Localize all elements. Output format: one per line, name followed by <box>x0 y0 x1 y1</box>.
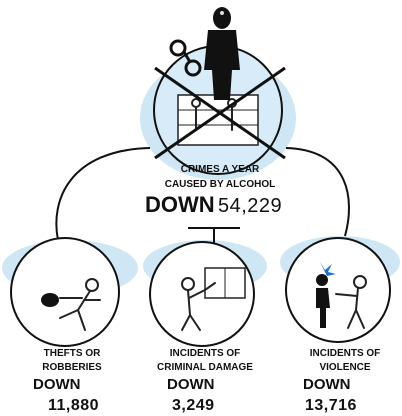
item-label: ROBBERIES <box>42 362 102 373</box>
item-label: THEFTS OR <box>44 348 101 359</box>
main-value: 54,229 <box>218 195 282 217</box>
item-label: INCIDENTS OF <box>310 348 381 359</box>
infographic: CRIMES A YEAR CAUSED BY ALCOHOL DOWN 54,… <box>0 0 402 416</box>
item-direction: DOWN <box>33 376 81 393</box>
main-label: CRIMES A YEAR <box>181 164 260 175</box>
main-icon <box>154 7 285 174</box>
violence-icon <box>286 238 390 342</box>
main-direction: DOWN <box>145 192 215 217</box>
damage-icon <box>150 242 254 346</box>
item-value: 11,880 <box>48 397 99 414</box>
theft-icon <box>11 238 119 346</box>
main-label: CAUSED BY ALCOHOL <box>165 179 276 190</box>
item-direction: DOWN <box>303 376 351 393</box>
item-value: 13,716 <box>305 397 357 414</box>
item-label: INCIDENTS OF <box>170 348 241 359</box>
item-label: VIOLENCE <box>319 362 370 373</box>
item-direction: DOWN <box>167 376 215 393</box>
item-value: 3,249 <box>172 397 215 414</box>
item-label: CRIMINAL DAMAGE <box>157 362 253 373</box>
